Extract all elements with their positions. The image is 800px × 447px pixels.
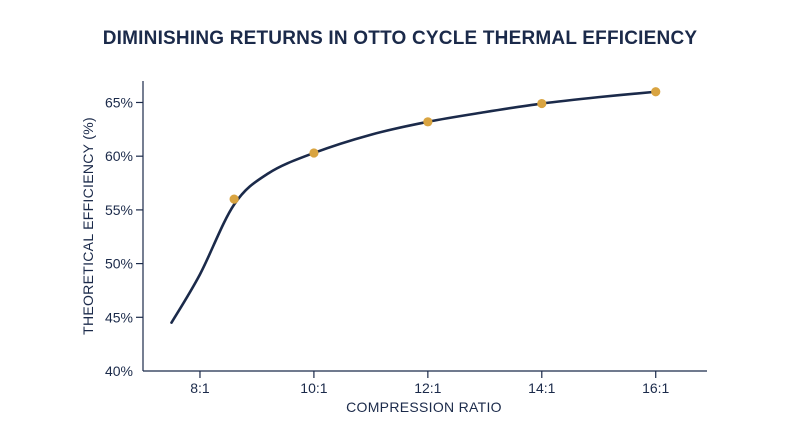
y-tick-label: 55% (105, 202, 133, 218)
x-tick-label: 12:1 (414, 380, 441, 396)
x-axis-label: COMPRESSION RATIO (346, 399, 502, 415)
x-tick-label: 10:1 (300, 380, 327, 396)
chart-title: DIMINISHING RETURNS IN OTTO CYCLE THERMA… (103, 28, 698, 49)
x-tick-label: 14:1 (528, 380, 555, 396)
y-axis-label: THEORETICAL EFFICIENCY (%) (80, 117, 96, 335)
y-tick-label: 65% (105, 94, 133, 110)
y-tick-label: 60% (105, 148, 133, 164)
x-tick-label: 8:1 (190, 380, 210, 396)
data-point-marker (537, 98, 547, 109)
data-point-marker (423, 117, 433, 127)
y-tick-label: 40% (105, 363, 133, 379)
x-axis-ticks: 8:1 10:1 12:1 14:1 16:1 (190, 371, 670, 396)
data-point-marker (229, 194, 239, 204)
y-tick-label: 50% (105, 256, 133, 272)
data-markers (229, 87, 661, 204)
y-axis-ticks: 40% 45% 50% 55% 60% 65% (105, 94, 143, 379)
data-point-marker (309, 148, 319, 158)
x-tick-label: 16:1 (642, 380, 669, 396)
y-tick-label: 45% (105, 309, 133, 325)
efficiency-curve (170, 90, 658, 324)
data-point-marker (651, 87, 661, 97)
